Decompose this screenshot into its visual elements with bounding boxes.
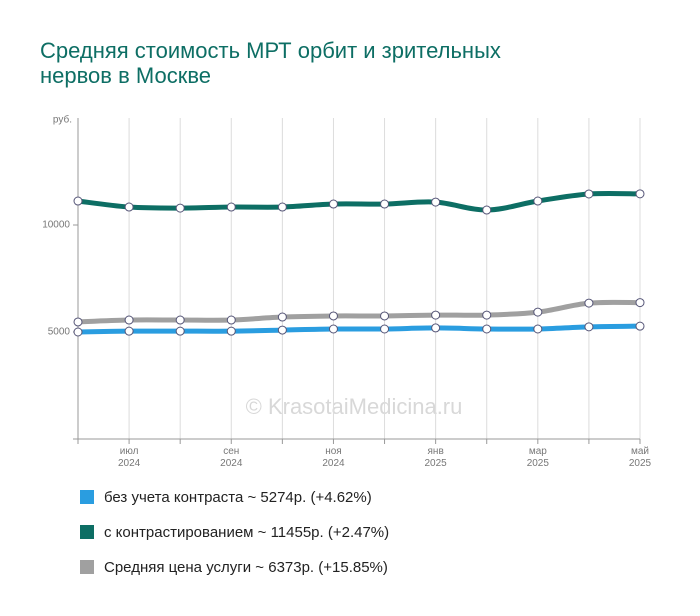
legend-swatch <box>80 490 94 504</box>
watermark: © KrasotaiMedicina.ru <box>246 394 463 419</box>
chart-title: Средняя стоимость МРТ орбит и зрительных <box>40 38 501 63</box>
data-point <box>175 203 185 213</box>
x-tick-label: июл 2024 <box>118 446 141 469</box>
x-tick-label: янв 2025 <box>425 446 448 469</box>
data-point <box>533 307 543 317</box>
x-tick-label: мар 2025 <box>527 446 550 469</box>
legend-swatch <box>80 525 94 539</box>
series-line <box>75 190 643 213</box>
data-point <box>533 196 543 206</box>
data-point <box>635 321 645 331</box>
data-point <box>380 311 390 321</box>
data-point <box>73 196 83 206</box>
legend-label: без учета контраста ~ 5274р. (+4.62%) <box>104 489 372 506</box>
legend-label: Средняя цена услуги ~ 6373р. (+15.85%) <box>104 559 388 576</box>
data-point <box>584 322 594 332</box>
data-point <box>226 326 236 336</box>
y-tick-label: 5000 <box>48 327 71 338</box>
data-point <box>584 189 594 199</box>
series-line <box>75 323 643 335</box>
data-point <box>482 324 492 334</box>
data-point <box>226 202 236 212</box>
data-point <box>635 298 645 308</box>
x-tick-label: май 2025 <box>629 446 652 469</box>
data-point <box>431 197 441 207</box>
data-point <box>277 202 287 212</box>
data-point <box>482 310 492 320</box>
data-point <box>277 325 287 335</box>
data-point <box>175 326 185 336</box>
data-point <box>380 324 390 334</box>
data-point <box>635 189 645 199</box>
data-point <box>328 199 338 209</box>
data-point <box>584 298 594 308</box>
data-point <box>328 311 338 321</box>
y-axis-label: руб. <box>53 114 72 126</box>
data-point <box>482 205 492 215</box>
data-point <box>73 317 83 327</box>
x-tick-label: ноя 2024 <box>322 446 345 469</box>
data-point <box>380 199 390 209</box>
y-tick-label: 10000 <box>42 220 70 231</box>
chart-title: нервов в Москве <box>40 63 211 88</box>
data-point <box>73 327 83 337</box>
data-point <box>431 310 441 320</box>
legend-label: с контрастированием ~ 11455р. (+2.47%) <box>104 524 389 541</box>
data-point <box>226 315 236 325</box>
x-tick-label: сен 2024 <box>220 446 243 469</box>
data-point <box>277 312 287 322</box>
data-point <box>431 323 441 333</box>
series-line <box>75 299 643 325</box>
data-point <box>175 315 185 325</box>
data-point <box>533 324 543 334</box>
data-point <box>328 324 338 334</box>
legend-swatch <box>80 560 94 574</box>
data-point <box>124 202 134 212</box>
data-point <box>124 315 134 325</box>
data-point <box>124 326 134 336</box>
